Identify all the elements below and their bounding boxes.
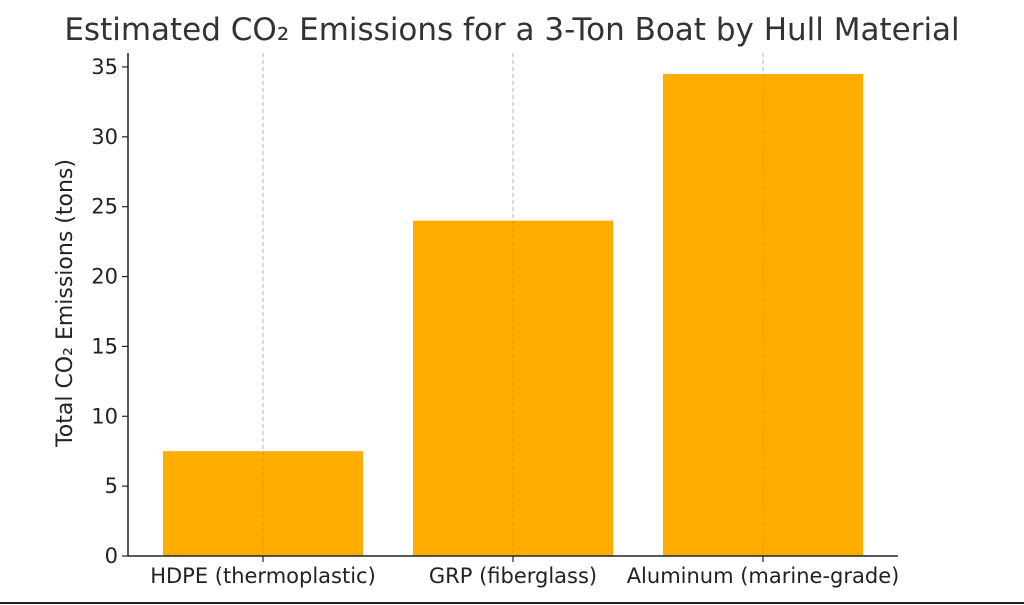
x-tick-labels: HDPE (thermoplastic) GRP (fiberglass) Alum…: [150, 556, 899, 588]
y-tick-label: 15: [91, 334, 118, 358]
y-tick-label: 5: [105, 474, 118, 498]
y-ticks: 0 5 10 15 20 25 30 35: [91, 55, 128, 568]
y-tick-label: 30: [91, 125, 118, 149]
x-tick-label: HDPE (thermoplastic): [150, 564, 376, 588]
bars-layer: [163, 73, 863, 556]
y-tick-label: 20: [91, 265, 118, 289]
bar: [413, 220, 613, 556]
x-tick-label: GRP (fiberglass): [429, 564, 597, 588]
y-tick-label: 10: [91, 404, 118, 428]
y-tick-label: 0: [105, 544, 118, 568]
y-axis-label: Total CO₂ Emissions (tons): [53, 159, 78, 448]
front-grid-layer: [262, 73, 764, 556]
y-tick-label: 25: [91, 195, 118, 219]
chart-title: Estimated CO₂ Emissions for a 3-Ton Boat…: [64, 12, 959, 48]
y-tick-label: 35: [91, 55, 118, 79]
x-tick-label: Aluminum (marine-grade): [627, 564, 900, 588]
